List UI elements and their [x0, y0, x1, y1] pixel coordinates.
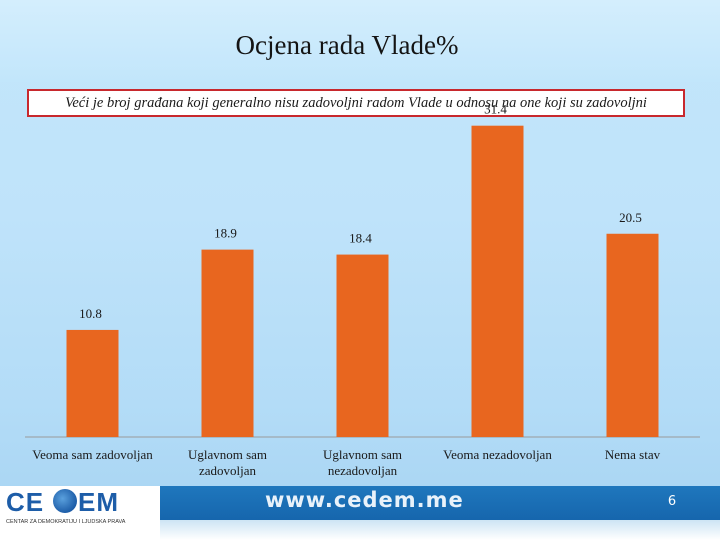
category-label-3: Uglavnom sam nezadovoljan	[323, 447, 402, 478]
category-label-5: Nema stav	[605, 447, 661, 462]
data-label-1: 10.8	[79, 306, 102, 321]
website-url[interactable]: www.cedem.me	[265, 488, 464, 512]
data-label-5: 20.5	[619, 210, 642, 225]
logo-text-left: CE	[6, 487, 45, 517]
footer-band	[160, 486, 720, 520]
bar-1	[66, 329, 119, 437]
subtitle-box: Veći je broj građana koji generalno nisu…	[27, 89, 685, 117]
logo-circle-icon	[53, 489, 77, 513]
bar-4	[471, 125, 524, 437]
bar-3	[336, 254, 389, 437]
cedem-logo: CE EM CENTAR ZA DEMOKRATIJU I LJUDSKA PR…	[6, 486, 140, 530]
bar-chart: 10.8 Veoma sam zadovoljan 18.9 Uglavnom sam…	[25, 102, 700, 478]
data-label-2: 18.9	[214, 226, 237, 241]
page-number: 6	[667, 494, 677, 509]
logo-caption: CENTAR ZA DEMOKRATIJU I LJUDSKA PRAVA	[6, 519, 126, 525]
category-label-2: Uglavnom sam zadovoljan	[188, 447, 267, 478]
slide-subtitle: Veći je broj građana koji generalno nisu…	[65, 94, 647, 111]
bar-5	[606, 233, 659, 437]
data-label-3: 18.4	[349, 231, 372, 246]
footer-band-lower	[160, 520, 720, 540]
category-label-1: Veoma sam zadovoljan	[32, 447, 153, 462]
data-label-4: 31.4	[484, 102, 507, 117]
bar-2	[201, 249, 254, 437]
logo-text-right: EM	[78, 487, 119, 517]
category-label-4: Veoma nezadovoljan	[443, 447, 552, 462]
title-band	[0, 0, 720, 82]
slide-title: Ocjena rada Vlade%	[235, 30, 459, 60]
